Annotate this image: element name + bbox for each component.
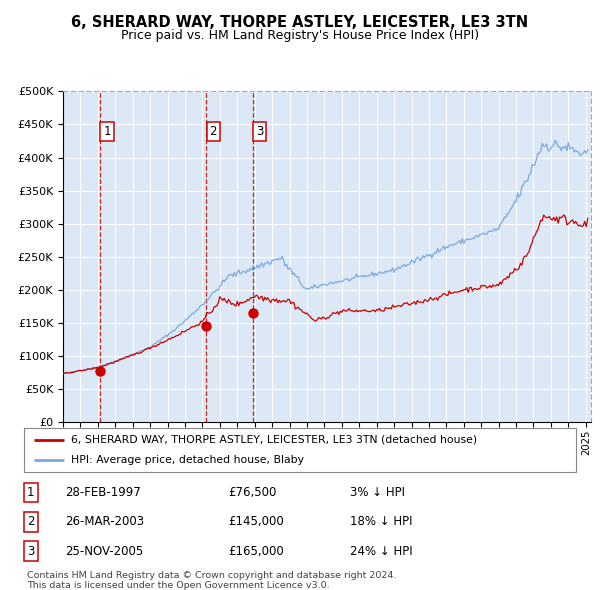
Text: 3% ↓ HPI: 3% ↓ HPI: [350, 486, 404, 499]
Text: £76,500: £76,500: [228, 486, 277, 499]
Text: 18% ↓ HPI: 18% ↓ HPI: [350, 515, 412, 529]
Text: 25-NOV-2005: 25-NOV-2005: [65, 545, 143, 558]
Text: 6, SHERARD WAY, THORPE ASTLEY, LEICESTER, LE3 3TN: 6, SHERARD WAY, THORPE ASTLEY, LEICESTER…: [71, 15, 529, 30]
Text: Contains HM Land Registry data © Crown copyright and database right 2024.: Contains HM Land Registry data © Crown c…: [27, 571, 397, 580]
Text: 2: 2: [209, 124, 217, 137]
Text: 3: 3: [27, 545, 34, 558]
Text: 1: 1: [103, 124, 111, 137]
Text: 26-MAR-2003: 26-MAR-2003: [65, 515, 145, 529]
Text: 2: 2: [27, 515, 34, 529]
Text: 28-FEB-1997: 28-FEB-1997: [65, 486, 141, 499]
Text: 24% ↓ HPI: 24% ↓ HPI: [350, 545, 412, 558]
Text: £165,000: £165,000: [228, 545, 284, 558]
Text: This data is licensed under the Open Government Licence v3.0.: This data is licensed under the Open Gov…: [27, 581, 329, 589]
Text: £145,000: £145,000: [228, 515, 284, 529]
Text: 1: 1: [27, 486, 34, 499]
Text: 3: 3: [256, 124, 263, 137]
Text: 6, SHERARD WAY, THORPE ASTLEY, LEICESTER, LE3 3TN (detached house): 6, SHERARD WAY, THORPE ASTLEY, LEICESTER…: [71, 435, 477, 445]
Text: HPI: Average price, detached house, Blaby: HPI: Average price, detached house, Blab…: [71, 455, 304, 465]
Text: Price paid vs. HM Land Registry's House Price Index (HPI): Price paid vs. HM Land Registry's House …: [121, 30, 479, 42]
